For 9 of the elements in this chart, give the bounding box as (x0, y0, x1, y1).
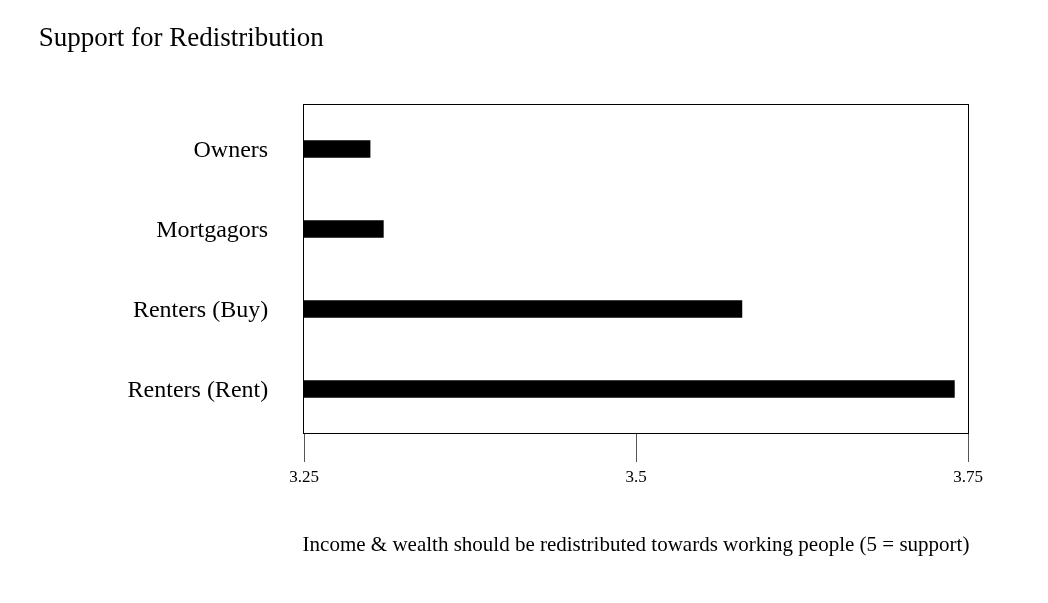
y-tick-label: Renters (Rent) (127, 376, 269, 403)
x-axis-title: Income & wealth should be redistributed towards working people (5 = support) (302, 531, 970, 556)
x-tick-label: 3.25 (289, 467, 319, 487)
y-tick-label: Mortgagors (156, 216, 269, 243)
x-tick-label: 3.5 (625, 467, 647, 487)
chart-title: Support for Redistribution (38, 22, 325, 53)
y-tick-label: Owners (193, 136, 269, 163)
y-tick-label: Renters (Buy) (132, 296, 269, 323)
x-tick-label: 3.75 (953, 467, 983, 487)
